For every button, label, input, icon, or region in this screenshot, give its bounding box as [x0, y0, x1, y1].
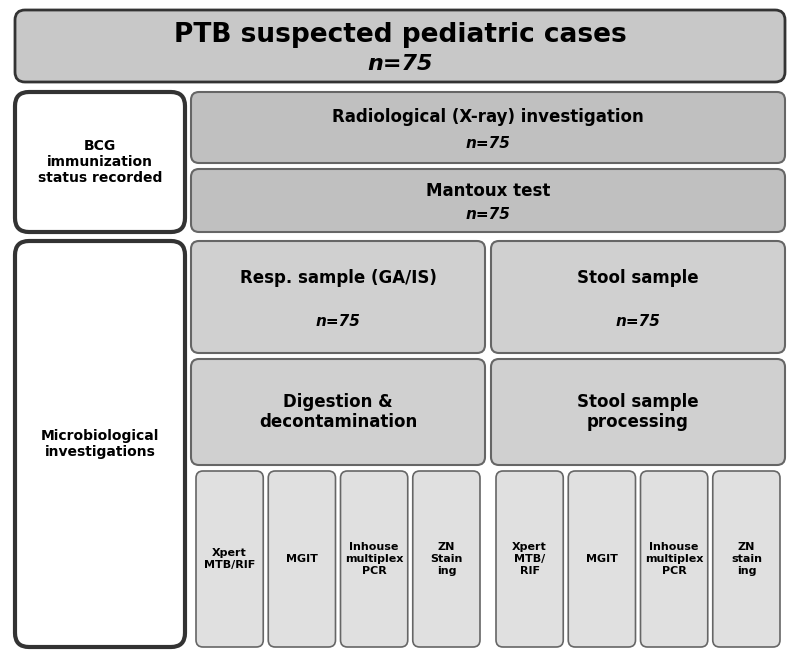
- Text: Microbiological
investigations: Microbiological investigations: [41, 429, 159, 459]
- FancyBboxPatch shape: [341, 471, 408, 647]
- FancyBboxPatch shape: [15, 241, 185, 647]
- Text: n=75: n=75: [367, 54, 433, 74]
- FancyBboxPatch shape: [496, 471, 563, 647]
- Text: ZN
stain
ing: ZN stain ing: [731, 542, 762, 575]
- Text: MGIT: MGIT: [286, 554, 318, 564]
- Text: n=75: n=75: [315, 314, 361, 329]
- Text: PTB suspected pediatric cases: PTB suspected pediatric cases: [174, 23, 626, 48]
- FancyBboxPatch shape: [491, 359, 785, 465]
- FancyBboxPatch shape: [568, 471, 635, 647]
- FancyBboxPatch shape: [191, 241, 485, 353]
- Text: processing: processing: [587, 413, 689, 431]
- FancyBboxPatch shape: [491, 241, 785, 353]
- FancyBboxPatch shape: [641, 471, 708, 647]
- Text: Resp. sample (GA/IS): Resp. sample (GA/IS): [239, 269, 437, 287]
- Text: Inhouse
multiplex
PCR: Inhouse multiplex PCR: [345, 542, 403, 575]
- Text: Inhouse
multiplex
PCR: Inhouse multiplex PCR: [645, 542, 703, 575]
- Text: Radiological (X-ray) investigation: Radiological (X-ray) investigation: [332, 108, 644, 126]
- Text: Xpert
MTB/RIF: Xpert MTB/RIF: [204, 548, 255, 570]
- Text: MGIT: MGIT: [586, 554, 618, 564]
- FancyBboxPatch shape: [191, 359, 485, 465]
- Text: ZN
Stain
ing: ZN Stain ing: [430, 542, 462, 575]
- Text: Stool sample: Stool sample: [577, 393, 699, 411]
- FancyBboxPatch shape: [713, 471, 780, 647]
- FancyBboxPatch shape: [268, 471, 335, 647]
- FancyBboxPatch shape: [15, 92, 185, 232]
- FancyBboxPatch shape: [191, 169, 785, 232]
- FancyBboxPatch shape: [15, 10, 785, 82]
- Text: Digestion &: Digestion &: [283, 393, 393, 411]
- FancyBboxPatch shape: [191, 92, 785, 163]
- Text: Xpert
MTB/
RIF: Xpert MTB/ RIF: [512, 542, 547, 575]
- Text: n=75: n=75: [466, 136, 510, 151]
- Text: BCG
immunization
status recorded: BCG immunization status recorded: [38, 139, 162, 185]
- FancyBboxPatch shape: [413, 471, 480, 647]
- Text: decontamination: decontamination: [259, 413, 417, 431]
- Text: Stool sample: Stool sample: [577, 269, 699, 287]
- Text: n=75: n=75: [466, 207, 510, 222]
- Text: n=75: n=75: [615, 314, 661, 329]
- Text: Mantoux test: Mantoux test: [426, 182, 550, 200]
- FancyBboxPatch shape: [196, 471, 263, 647]
